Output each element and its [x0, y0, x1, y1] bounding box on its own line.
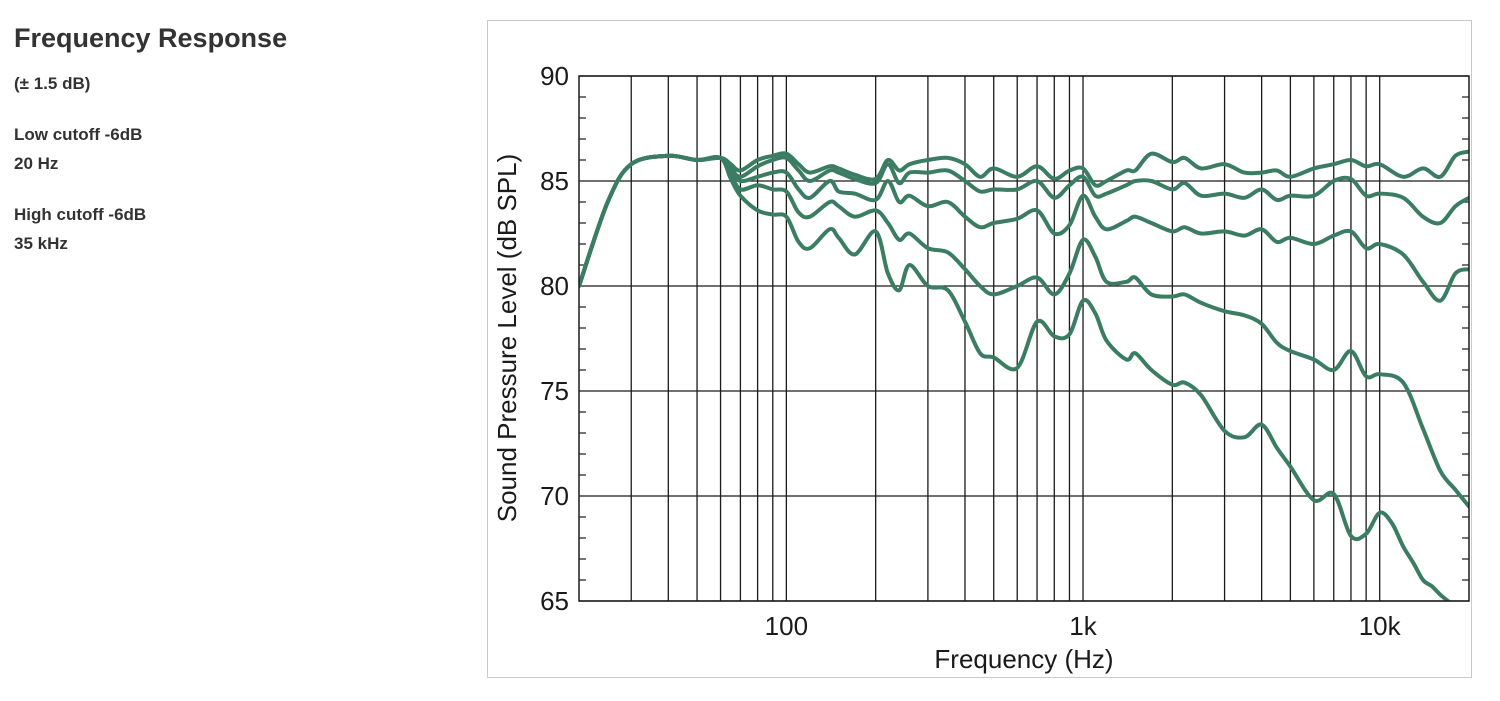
y-tick-label: 85: [540, 166, 569, 196]
specs-panel: Frequency Response (± 1.5 dB) Low cutoff…: [14, 20, 454, 258]
x-tick-label: 10k: [1359, 611, 1402, 641]
high-cutoff-value: 35 kHz: [14, 234, 68, 253]
low-cutoff-group: Low cutoff -6dB 20 Hz: [14, 120, 454, 178]
y-tick-label: 70: [540, 481, 569, 511]
chart-image-frame: 65 70 75 80 85 90 100 1k 10k Frequency (Hz) Sou…: [487, 20, 1472, 678]
y-tick-labels: 65 70 75 80 85 90: [540, 61, 569, 616]
response-curve-3: [579, 153, 1469, 303]
x-tick-labels: 100 1k 10k: [765, 611, 1402, 641]
x-tick-label: 1k: [1069, 611, 1097, 641]
y-tick-label: 65: [540, 586, 569, 616]
frequency-response-chart: 65 70 75 80 85 90 100 1k 10k Frequency (Hz) Sou…: [492, 61, 1470, 674]
section-title: Frequency Response: [14, 23, 288, 53]
y-tick-label: 75: [540, 376, 569, 406]
high-cutoff-group: High cutoff -6dB 35 kHz: [14, 200, 454, 258]
y-axis-label: Sound Pressure Level (dB SPL): [492, 154, 522, 523]
x-tick-label: 100: [765, 611, 808, 641]
response-curve-2: [579, 153, 1469, 288]
response-curves: [579, 149, 1469, 601]
tolerance-text: (± 1.5 dB): [14, 74, 91, 93]
low-cutoff-value: 20 Hz: [14, 154, 59, 173]
x-axis-label: Frequency (Hz): [934, 644, 1113, 674]
response-curve-4: [579, 153, 1469, 509]
plot-border: [578, 75, 1470, 602]
y-tick-label: 90: [540, 61, 569, 91]
low-cutoff-label: Low cutoff -6dB: [14, 125, 143, 144]
response-curve-5: [579, 153, 1451, 601]
response-curve-1: [579, 149, 1469, 288]
grid-lines: [579, 75, 1469, 602]
high-cutoff-label: High cutoff -6dB: [14, 205, 147, 224]
y-tick-label: 80: [540, 271, 569, 301]
